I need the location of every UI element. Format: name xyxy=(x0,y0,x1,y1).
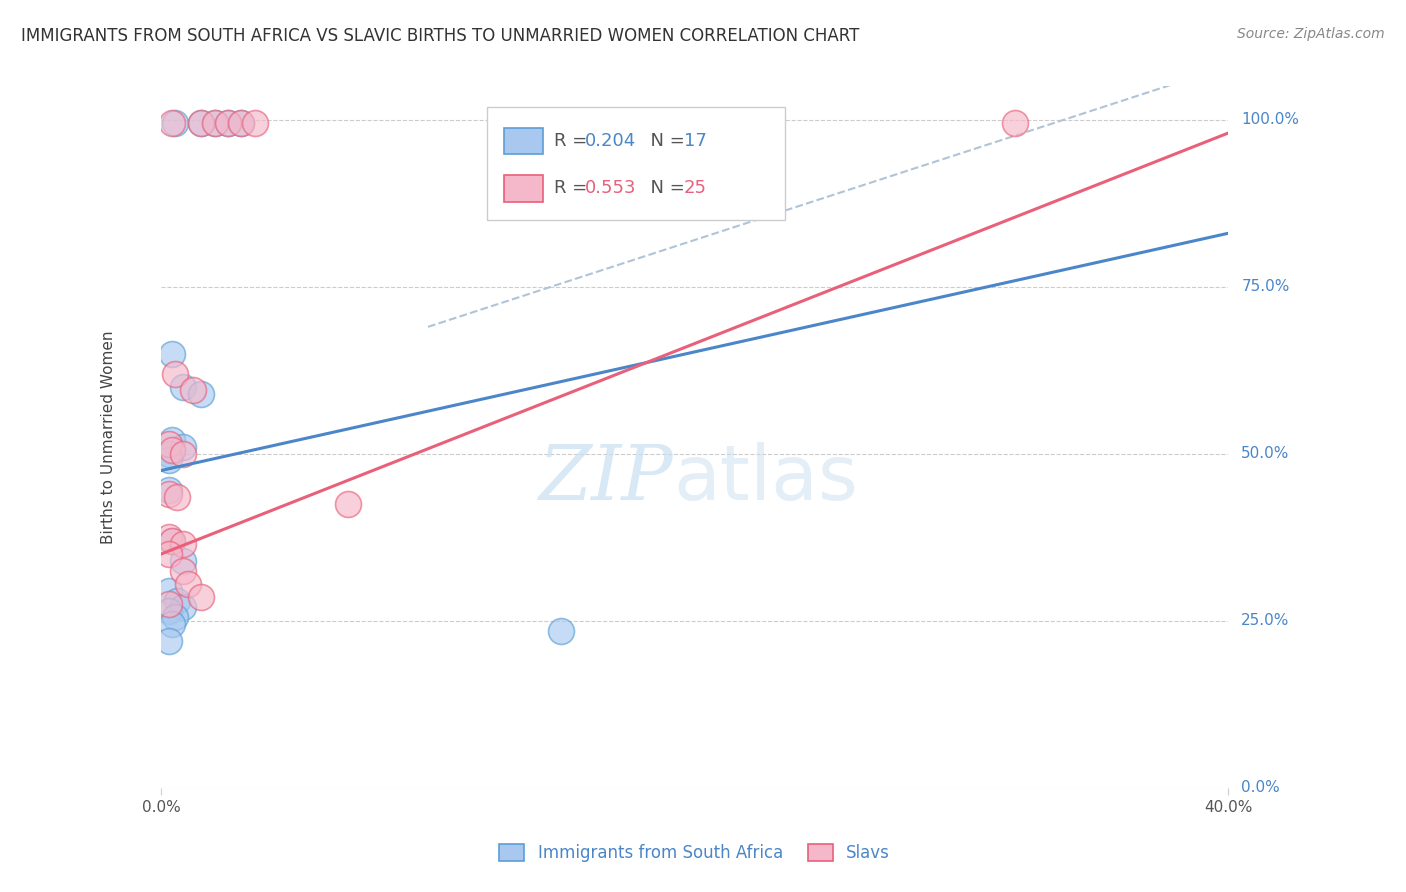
Point xyxy=(231,116,253,130)
Point xyxy=(190,591,212,605)
Text: 17: 17 xyxy=(683,132,706,150)
Point xyxy=(163,367,186,381)
Text: R =: R = xyxy=(554,132,593,150)
Text: N =: N = xyxy=(638,179,690,197)
Point xyxy=(172,440,194,454)
Point xyxy=(231,116,253,130)
Text: 50.0%: 50.0% xyxy=(1241,446,1289,461)
Point xyxy=(160,443,183,458)
Text: R =: R = xyxy=(554,179,593,197)
Text: 0.553: 0.553 xyxy=(585,179,637,197)
Point xyxy=(172,447,194,461)
Point xyxy=(166,593,188,607)
Point xyxy=(160,116,183,130)
Point xyxy=(166,490,188,504)
Point xyxy=(157,633,180,648)
Point xyxy=(160,346,183,360)
Point xyxy=(157,597,180,611)
Point xyxy=(172,554,194,568)
Point xyxy=(190,386,212,401)
Point xyxy=(157,436,180,450)
Point xyxy=(204,116,226,130)
Point xyxy=(177,577,200,591)
Text: Source: ZipAtlas.com: Source: ZipAtlas.com xyxy=(1237,27,1385,41)
Point xyxy=(163,610,186,624)
Text: ZIP: ZIP xyxy=(538,442,673,516)
Point xyxy=(550,624,572,638)
Point xyxy=(160,533,183,548)
Point xyxy=(172,600,194,615)
Point xyxy=(172,537,194,551)
Point xyxy=(157,530,180,544)
Text: 25: 25 xyxy=(683,179,706,197)
Text: 75.0%: 75.0% xyxy=(1241,279,1289,294)
Point xyxy=(190,116,212,130)
Point xyxy=(337,497,360,511)
Point xyxy=(160,533,183,548)
Text: N =: N = xyxy=(638,132,690,150)
Point xyxy=(172,564,194,578)
Point xyxy=(160,434,183,448)
Legend: Immigrants from South Africa, Slavs: Immigrants from South Africa, Slavs xyxy=(491,836,898,871)
Point xyxy=(157,447,180,461)
Text: 25.0%: 25.0% xyxy=(1241,614,1289,628)
Text: IMMIGRANTS FROM SOUTH AFRICA VS SLAVIC BIRTHS TO UNMARRIED WOMEN CORRELATION CHA: IMMIGRANTS FROM SOUTH AFRICA VS SLAVIC B… xyxy=(21,27,859,45)
Point xyxy=(163,116,186,130)
Point xyxy=(160,617,183,632)
Point xyxy=(1004,116,1026,130)
Text: atlas: atlas xyxy=(673,442,858,516)
Point xyxy=(157,487,180,501)
Point xyxy=(217,116,239,130)
Point xyxy=(157,453,180,467)
Point xyxy=(190,116,212,130)
Point xyxy=(243,116,266,130)
Point xyxy=(157,547,180,561)
Point xyxy=(183,384,205,398)
Text: 0.204: 0.204 xyxy=(585,132,637,150)
Text: Births to Unmarried Women: Births to Unmarried Women xyxy=(100,330,115,544)
Point xyxy=(217,116,239,130)
Point xyxy=(172,380,194,394)
Point xyxy=(204,116,226,130)
Text: 100.0%: 100.0% xyxy=(1241,112,1299,128)
Point xyxy=(157,483,180,498)
Text: 0.0%: 0.0% xyxy=(1241,780,1279,796)
Point xyxy=(157,583,180,598)
Point xyxy=(157,604,180,618)
